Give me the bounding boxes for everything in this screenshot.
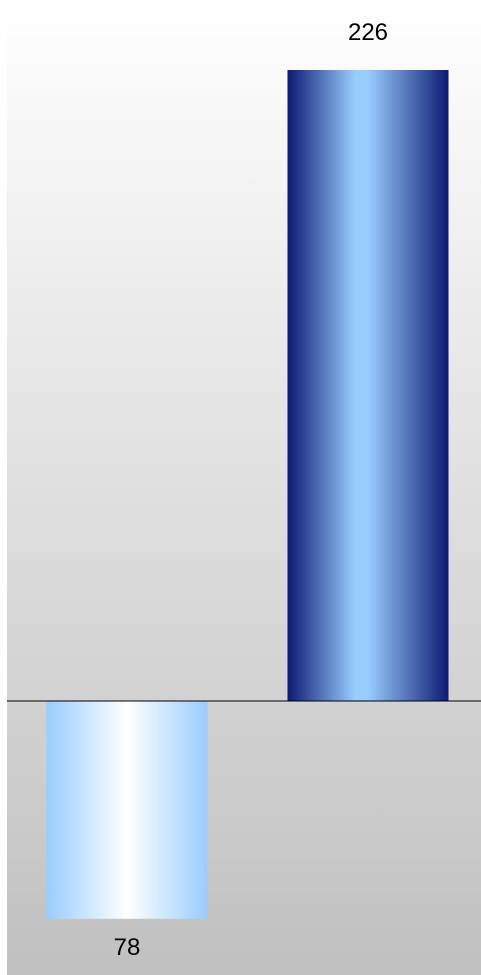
data-label: 226 bbox=[348, 19, 388, 46]
bar-positive bbox=[287, 70, 449, 701]
bar-negative bbox=[46, 701, 208, 919]
data-label: 78 bbox=[114, 934, 141, 961]
